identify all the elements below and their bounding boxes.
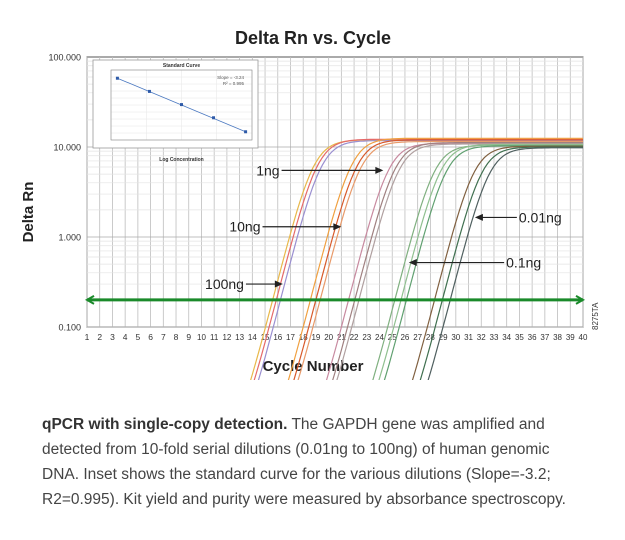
x-tick-label: 12 — [222, 333, 231, 342]
x-tick-label: 25 — [388, 333, 397, 342]
x-tick-label: 20 — [324, 333, 333, 342]
amplification-curve — [419, 146, 583, 380]
amplification-curve — [287, 137, 583, 380]
x-tick-label: 28 — [426, 333, 435, 342]
x-tick-label: 27 — [413, 333, 422, 342]
inset-data-point — [115, 76, 119, 80]
x-tick-label: 22 — [350, 333, 359, 342]
x-tick-label: 39 — [566, 333, 575, 342]
qpcr-chart: Delta Rn vs. Cycle Delta Rn Cycle Number… — [20, 28, 600, 380]
annotation-label: 10ng — [229, 219, 260, 235]
x-tick-label: 7 — [161, 332, 166, 342]
x-tick-label: 26 — [400, 333, 409, 342]
x-tick-label: 3 — [110, 332, 115, 342]
annotation-label: 0.01ng — [519, 209, 562, 225]
x-tick-label: 40 — [579, 333, 588, 342]
x-tick-label: 9 — [186, 332, 191, 342]
inset-slope-text: Slope = -3.24 — [217, 75, 244, 80]
inset-data-point — [147, 89, 151, 93]
figure-caption: qPCR with single-copy detection. The GAP… — [42, 412, 587, 512]
x-tick-label: 33 — [490, 333, 499, 342]
x-tick-label: 31 — [464, 333, 473, 342]
x-tick-label: 35 — [515, 333, 524, 342]
x-tick-label: 23 — [362, 333, 371, 342]
x-tick-label: 34 — [502, 333, 511, 342]
inset-data-point — [212, 116, 216, 120]
x-tick-label: 36 — [528, 333, 537, 342]
y-tick-label: 100.000 — [48, 53, 81, 63]
x-tick-label: 38 — [553, 333, 562, 342]
threshold-arrow-left — [84, 295, 95, 305]
amplification-curve — [297, 140, 583, 380]
annotation-arrow-head — [474, 213, 483, 221]
x-tick-label: 14 — [248, 333, 257, 342]
x-tick-label: 5 — [136, 332, 141, 342]
x-tick-label: 30 — [451, 333, 460, 342]
x-tick-label: 13 — [235, 333, 244, 342]
inset-data-point — [180, 103, 183, 107]
x-tick-label: 1 — [85, 332, 90, 342]
x-tick-label: 37 — [540, 333, 549, 342]
annotation-label: 1ng — [256, 162, 279, 178]
inset-frame — [92, 59, 259, 149]
x-tick-label: 18 — [299, 333, 308, 342]
side-label: 8275TA — [591, 302, 600, 330]
annotation-arrow-head — [408, 259, 417, 267]
x-tick-label: 4 — [123, 332, 128, 342]
caption-bold: qPCR with single-copy detection. — [42, 416, 288, 433]
y-tick-label: 10.000 — [53, 143, 81, 153]
inset-r2-text: R² = 0.995 — [223, 81, 245, 86]
annotation-label: 0.1ng — [506, 255, 541, 271]
annotation-arrow-head — [333, 223, 342, 231]
amplification-curve — [293, 139, 583, 380]
amplification-curve — [427, 147, 583, 380]
threshold-arrow-right — [575, 295, 586, 305]
x-tick-label: 19 — [311, 333, 320, 342]
x-tick-label: 16 — [273, 333, 282, 342]
amplification-curve — [411, 145, 583, 380]
x-tick-label: 15 — [261, 333, 270, 342]
x-tick-label: 10 — [197, 333, 206, 342]
x-tick-label: 17 — [286, 333, 295, 342]
inset-title: Standard Curve — [163, 63, 200, 69]
inset-data-point — [244, 130, 248, 134]
annotation-arrow-head — [375, 166, 384, 174]
x-tick-label: 11 — [210, 333, 219, 342]
x-tick-label: 29 — [439, 333, 448, 342]
inset-plot-frame — [110, 69, 253, 141]
x-tick-label: 32 — [477, 333, 486, 342]
annotation-arrow-head — [274, 280, 283, 288]
inset-xlabel: Log Concentration — [159, 157, 203, 163]
amplification-curve — [253, 138, 583, 380]
caption-text: The GAPDH gene was amplified and detecte… — [42, 416, 566, 508]
x-tick-label: 6 — [148, 332, 153, 342]
chart-title: Delta Rn vs. Cycle — [235, 28, 391, 48]
x-tick-label: 2 — [97, 332, 102, 342]
y-tick-label: 1.000 — [58, 233, 81, 243]
x-axis-label: Cycle Number — [263, 358, 364, 375]
amplification-curve — [325, 142, 583, 380]
x-tick-label: 21 — [337, 333, 346, 342]
annotation-label: 100ng — [205, 276, 244, 292]
y-tick-label: 0.100 — [58, 323, 81, 333]
amplification-curve — [332, 142, 583, 380]
x-tick-label: 24 — [375, 333, 384, 342]
y-axis-label: Delta Rn — [20, 182, 37, 243]
x-tick-label: 8 — [174, 332, 179, 342]
